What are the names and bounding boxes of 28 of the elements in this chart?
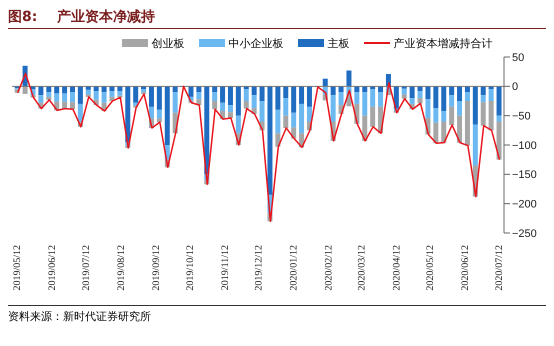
- x-tick-label: 2020/02/12: [324, 245, 335, 291]
- x-tick-label: 2019/08/12: [116, 245, 127, 291]
- x-tick-label: 2019/10/12: [184, 245, 196, 291]
- legend-label: 中小企业板: [228, 36, 284, 50]
- x-tick-label: 2019/07/12: [80, 245, 92, 291]
- x-tick-label: 2019/12/12: [254, 245, 265, 291]
- y-tick-label: −200: [512, 198, 537, 211]
- y-tick-label: −50: [512, 110, 531, 123]
- text: 资料来源：新时代证券研究所: [8, 309, 152, 324]
- x-tick-label: 2019/09/12: [150, 245, 162, 291]
- x-tick-label: 2020/01/12: [288, 245, 300, 291]
- x-tick-label: 2020/04/12: [391, 245, 402, 291]
- y-tick-label: 50: [512, 52, 524, 64]
- x-tick-label: 2020/03/12: [356, 245, 368, 291]
- y-tick-label: −100: [512, 140, 537, 152]
- x-tick-label: 2020/06/12: [460, 245, 472, 291]
- x-tick-label: 2019/11/12: [220, 245, 231, 290]
- y-tick-label: −250: [512, 228, 537, 240]
- legend-label: 产业资本增减持合计: [394, 36, 492, 50]
- legend-label: 主板: [328, 36, 350, 50]
- y-tick-label: −150: [512, 169, 537, 182]
- x-tick-label: 2020/05/12: [425, 245, 436, 291]
- y-tick-label: 0: [512, 81, 518, 94]
- x-tick-label: 2020/07/12: [494, 245, 505, 291]
- x-tick-label: 2019/06/12: [47, 245, 58, 291]
- legend-label: 创业板: [152, 36, 184, 50]
- x-tick-label: 2019/05/12: [12, 245, 24, 291]
- chart-title: 图8: 产业资本净减持: [8, 8, 546, 29]
